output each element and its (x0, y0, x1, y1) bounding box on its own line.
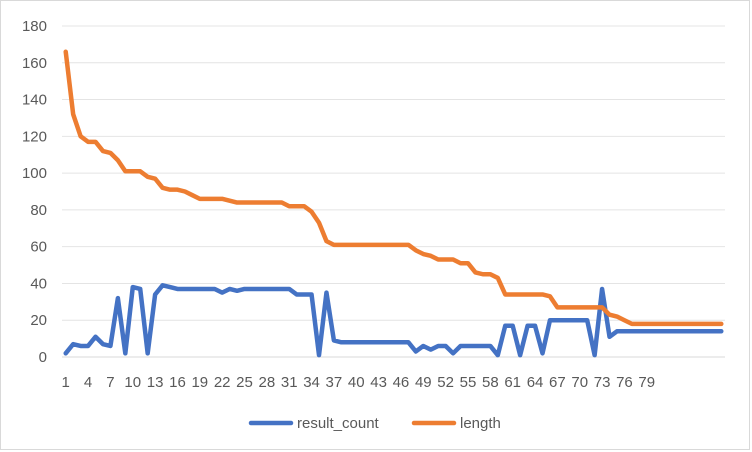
x-tick-label: 34 (303, 374, 320, 391)
y-tick-label: 0 (39, 349, 47, 366)
y-tick-label: 100 (22, 165, 47, 182)
x-tick-label: 49 (415, 374, 432, 391)
x-tick-label: 16 (169, 374, 186, 391)
x-tick-label: 58 (482, 374, 499, 391)
x-tick-label: 46 (393, 374, 410, 391)
x-tick-label: 28 (259, 374, 276, 391)
x-tick-label: 43 (370, 374, 387, 391)
legend-label-length: length (460, 415, 501, 432)
y-tick-label: 160 (22, 55, 47, 72)
x-tick-label: 67 (549, 374, 566, 391)
y-tick-label: 80 (30, 202, 47, 219)
series-line-result_count (63, 283, 724, 358)
x-tick-label: 52 (437, 374, 454, 391)
x-tick-label: 25 (236, 374, 253, 391)
x-tick-label: 76 (616, 374, 633, 391)
x-tick-label: 40 (348, 374, 365, 391)
x-tick-label: 73 (594, 374, 611, 391)
series-line-length (63, 49, 724, 327)
x-tick-label: 13 (147, 374, 164, 391)
y-tick-label: 20 (30, 312, 47, 329)
legend-label-result_count: result_count (297, 415, 380, 432)
x-tick-label: 37 (326, 374, 343, 391)
x-tick-label: 1 (62, 374, 70, 391)
x-tick-label: 70 (571, 374, 588, 391)
x-tick-label: 79 (638, 374, 655, 391)
y-tick-label: 60 (30, 239, 47, 256)
x-tick-label: 61 (504, 374, 521, 391)
x-tick-label: 31 (281, 374, 298, 391)
x-tick-label: 22 (214, 374, 231, 391)
x-tick-label: 4 (84, 374, 92, 391)
y-tick-label: 120 (22, 128, 47, 145)
x-tick-label: 64 (527, 374, 544, 391)
y-tick-label: 180 (22, 18, 47, 35)
x-tick-label: 19 (191, 374, 208, 391)
y-tick-label: 40 (30, 275, 47, 292)
y-tick-label: 140 (22, 92, 47, 109)
x-tick-label: 7 (106, 374, 114, 391)
x-tick-label: 55 (460, 374, 477, 391)
x-tick-label: 10 (124, 374, 141, 391)
